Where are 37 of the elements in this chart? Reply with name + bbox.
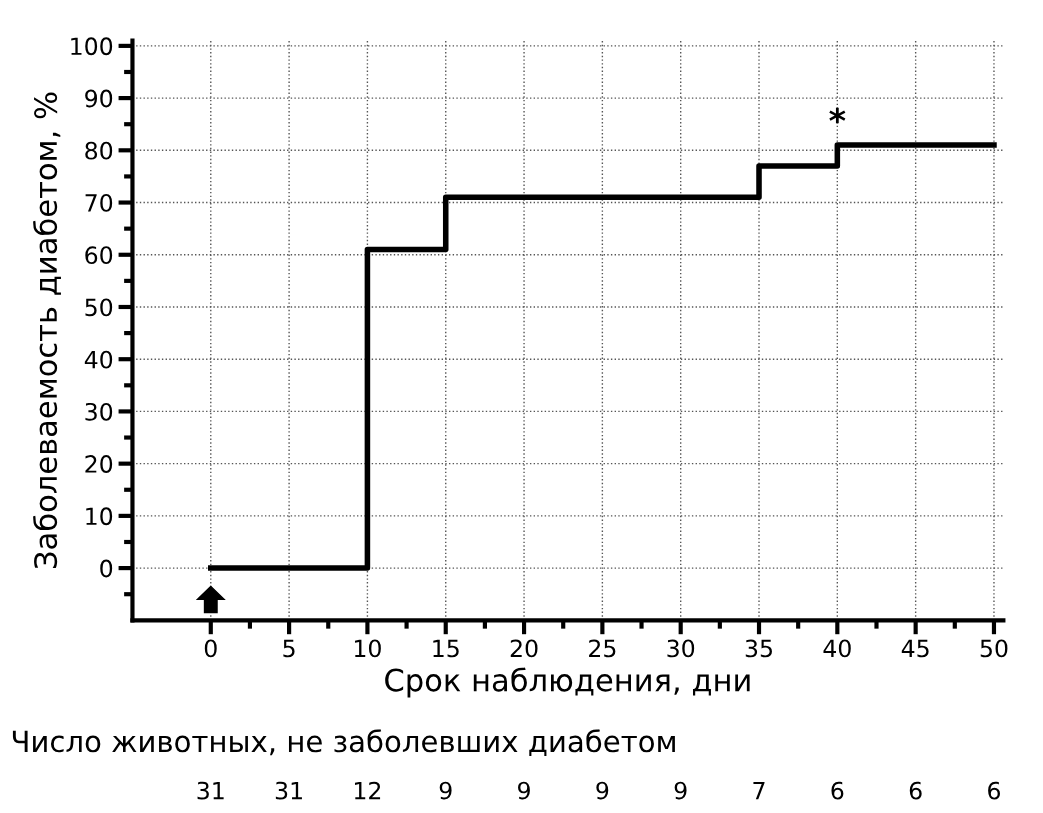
y-tick-label: 60 [85,246,113,265]
x-tick-label: 35 [745,639,772,658]
y-tick-label: 0 [100,559,113,578]
y-tick-label: 90 [85,89,113,108]
x-tick-label: 45 [901,639,929,658]
text: 9 [674,781,687,800]
y-tick-label: 50 [85,298,113,317]
y-tick-label: 20 [85,455,113,473]
text: 12 [354,781,381,800]
x-tick-label: 40 [823,639,851,658]
x-tick-label: 0 [204,639,217,658]
y-tick-label: 80 [85,141,113,160]
y-tick-label: 10 [86,507,113,526]
y-tick-label: 30 [85,402,113,421]
text: 31 [197,781,224,800]
x-tick-label: 5 [283,639,295,658]
x-tick-label: 15 [433,639,459,658]
y-tick-label: 70 [85,193,113,212]
x-tick-label: 10 [354,639,381,658]
text: 6 [988,781,1000,800]
x-tick-label: 25 [589,639,616,658]
text: 31 [275,781,302,800]
y-axis-title: Заболеваемость диабетом, % [33,92,61,569]
y-tick-label: 40 [84,350,113,369]
x-axis-title: Срок наблюдения, дни [385,667,750,698]
text: 9 [596,781,609,800]
y-tick-label: 100 [71,37,113,56]
text: 9 [518,781,530,800]
text: 6 [831,781,844,800]
x-tick-label: 20 [510,639,538,658]
text: Число животных, не заболевших диабетом [12,729,675,756]
annotation: * [829,107,846,124]
x-tick-label: 30 [667,639,695,658]
text: 7 [753,781,765,800]
text: 9 [439,781,452,800]
text: 6 [909,781,922,800]
x-tick-label: 50 [980,639,1008,658]
